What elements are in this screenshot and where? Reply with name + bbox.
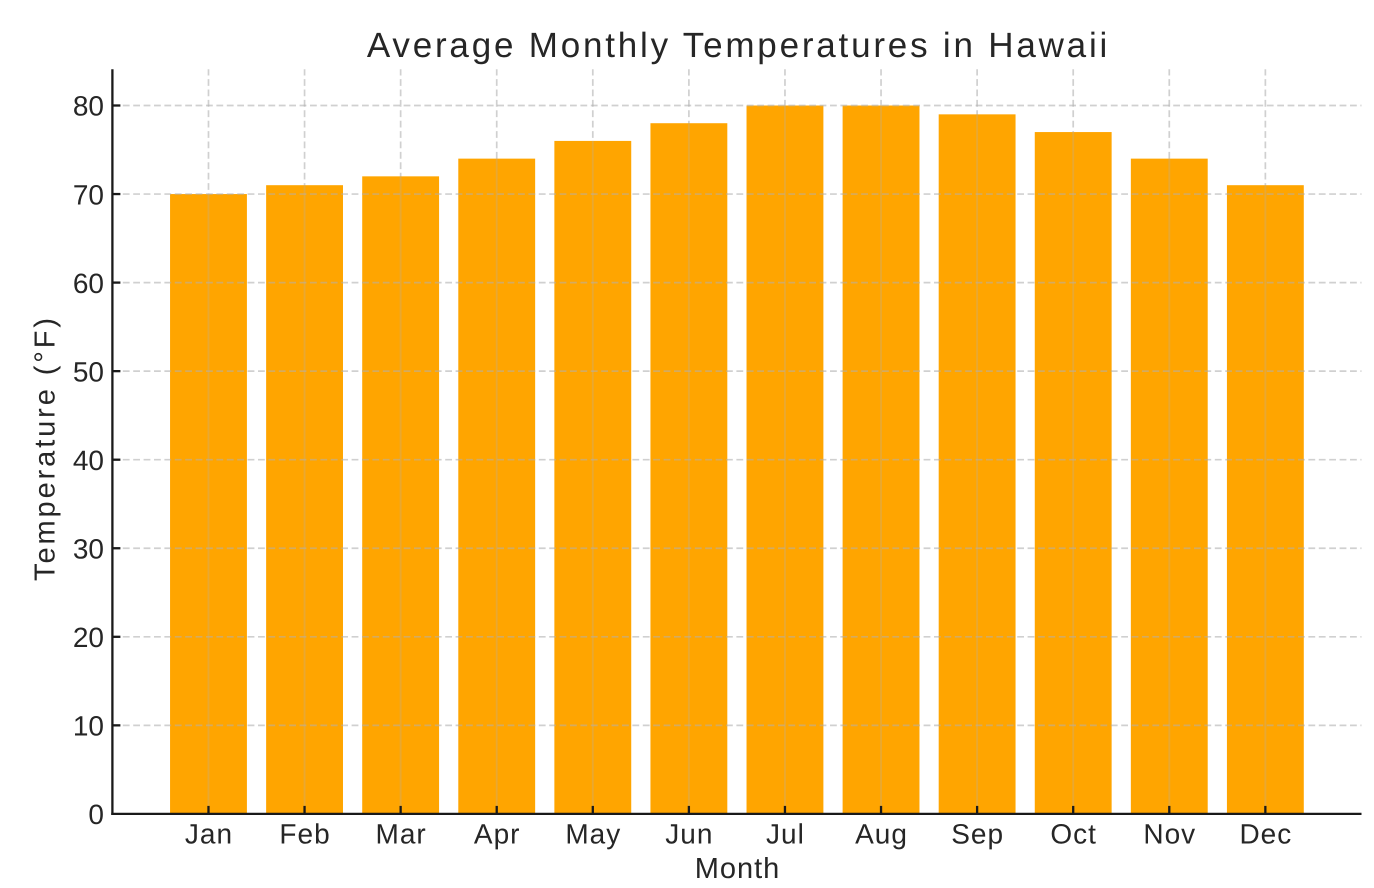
svg-text:Oct: Oct (1050, 818, 1097, 849)
svg-text:Temperature (°F): Temperature (°F) (29, 315, 61, 581)
svg-text:10: 10 (73, 711, 104, 742)
svg-text:Apr: Apr (474, 818, 521, 849)
svg-text:0: 0 (88, 799, 104, 830)
svg-text:Aug: Aug (855, 818, 908, 849)
svg-text:40: 40 (73, 445, 104, 476)
svg-text:Sep: Sep (951, 818, 1004, 849)
svg-text:Nov: Nov (1143, 818, 1196, 849)
svg-text:50: 50 (73, 356, 104, 387)
svg-text:70: 70 (73, 179, 104, 210)
svg-text:60: 60 (73, 268, 104, 299)
svg-text:Month: Month (695, 853, 781, 885)
svg-text:Feb: Feb (279, 818, 330, 849)
svg-text:Jun: Jun (665, 818, 713, 849)
svg-text:Mar: Mar (376, 818, 427, 849)
svg-text:80: 80 (73, 91, 104, 122)
svg-text:Jan: Jan (185, 818, 233, 849)
svg-text:Average Monthly Temperatures i: Average Monthly Temperatures in Hawaii (367, 26, 1110, 65)
svg-text:20: 20 (73, 622, 104, 653)
svg-text:Dec: Dec (1239, 818, 1292, 849)
svg-text:May: May (565, 818, 621, 849)
svg-text:30: 30 (73, 533, 104, 564)
svg-text:Jul: Jul (766, 818, 805, 849)
